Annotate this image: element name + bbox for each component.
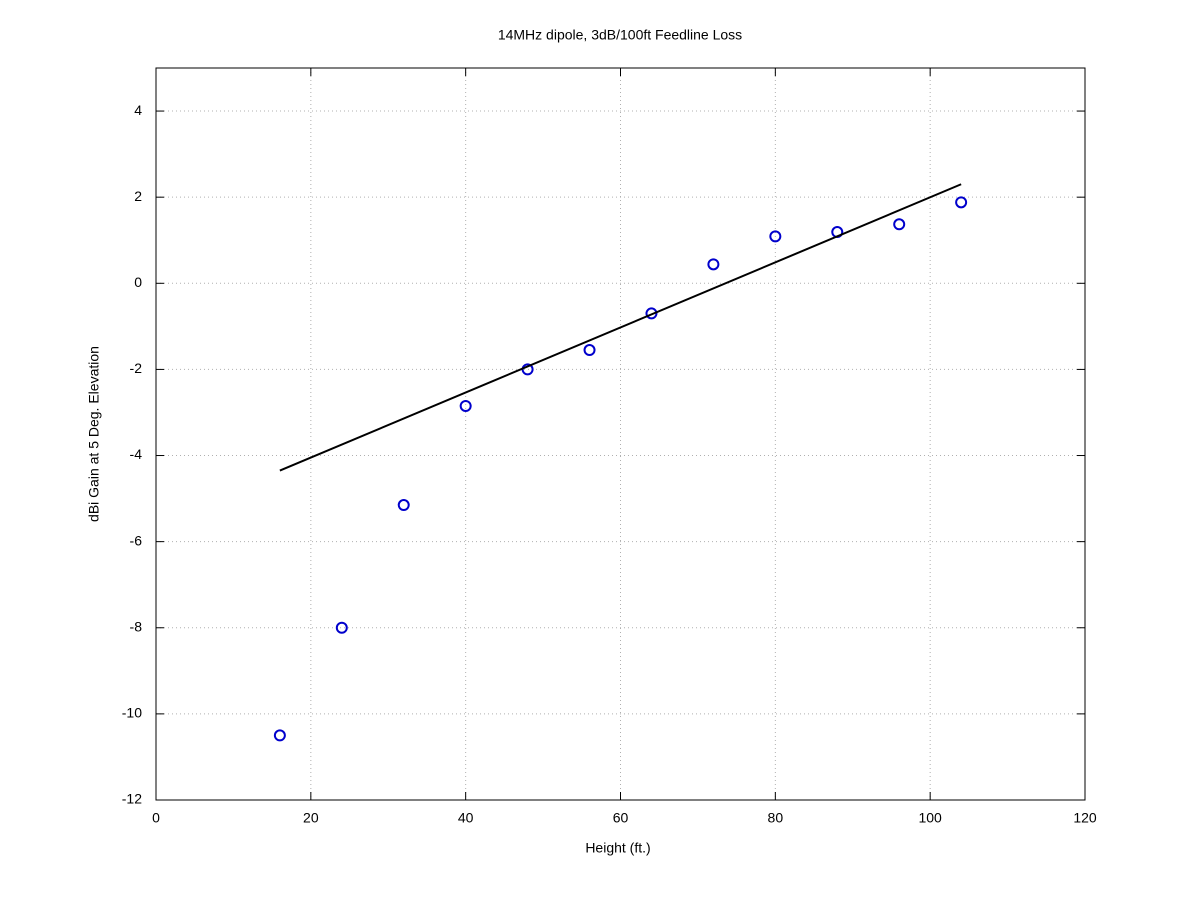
x-tick-label: 80	[768, 810, 784, 826]
y-tick-label: -10	[122, 705, 142, 721]
marker	[893, 218, 906, 231]
plot-frame	[155, 67, 1086, 801]
y-tick-label: -6	[130, 532, 143, 548]
x-tick-label: 60	[613, 810, 629, 826]
x-tick-label: 100	[918, 810, 942, 826]
marker	[397, 499, 410, 512]
chart-title: 14MHz dipole, 3dB/100ft Feedline Loss	[498, 27, 742, 43]
y-tick-label: 0	[134, 274, 142, 290]
y-tick-label: -4	[130, 446, 143, 462]
y-tick-label: -8	[130, 618, 143, 634]
y-tick-label: 4	[134, 102, 142, 118]
marker	[273, 729, 286, 742]
marker	[955, 196, 968, 209]
x-tick-label: 40	[458, 810, 474, 826]
marker	[645, 307, 658, 320]
y-tick-label: -2	[130, 360, 143, 376]
trend-line	[279, 183, 962, 472]
marker	[459, 400, 472, 413]
y-axis-label: dBi Gain at 5 Deg. Elevation	[86, 346, 102, 522]
x-tick-label: 120	[1073, 810, 1097, 826]
marker	[335, 621, 348, 634]
x-tick-label: 0	[152, 810, 160, 826]
marker	[707, 258, 720, 271]
x-axis-label: Height (ft.)	[585, 840, 650, 856]
y-tick-label: 2	[134, 188, 142, 204]
y-tick-label: -12	[122, 791, 142, 807]
marker	[769, 230, 782, 243]
marker	[583, 344, 596, 357]
x-tick-label: 20	[303, 810, 319, 826]
